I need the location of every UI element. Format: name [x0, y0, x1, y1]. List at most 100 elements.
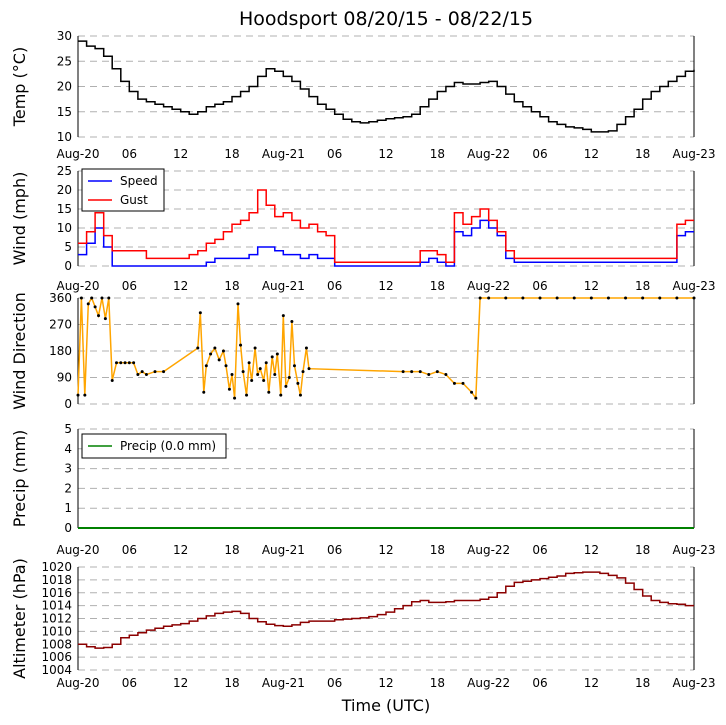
direction-point [196, 346, 200, 350]
temp-y-tick-label: 25 [57, 54, 72, 68]
direction-point [290, 320, 294, 324]
wind-direction-panel: 0 90 180 270 360 Wind Direction [10, 291, 696, 411]
wind-series-gust [78, 189, 694, 263]
direction-point [162, 370, 166, 374]
temp-x-tick-label: 12 [378, 147, 393, 161]
altimeter-x-tick-label: 18 [224, 676, 239, 690]
direction-point [444, 373, 448, 377]
precip-y-tick-label: 0 [64, 521, 72, 535]
direction-point [213, 346, 217, 350]
wind-y-tick-label: 10 [57, 221, 72, 235]
wind-x-tick-label: 12 [584, 279, 599, 293]
direction-y-axis-label: Wind Direction [10, 292, 29, 410]
direction-point [76, 393, 80, 397]
direction-point [217, 358, 221, 362]
temp-y-axis-label: Temp (°C) [10, 47, 29, 127]
wind-x-tick-label: 12 [378, 279, 393, 293]
direction-y-tick-label: 360 [49, 291, 72, 305]
direction-point [264, 361, 268, 365]
direction-point [675, 296, 679, 300]
direction-point [224, 364, 228, 368]
direction-point [136, 373, 140, 377]
wind-y-tick-label: 5 [64, 240, 72, 254]
direction-point [209, 352, 213, 356]
precip-y-tick-label: 3 [64, 462, 72, 476]
temp-series-temp [78, 40, 695, 133]
direction-point [100, 296, 104, 300]
direction-point [284, 384, 288, 388]
direction-point [624, 296, 628, 300]
wind-x-tick-label: 06 [122, 279, 137, 293]
wind-x-tick-label: 12 [173, 279, 188, 293]
direction-point [452, 381, 456, 385]
precip-legend-label: Precip (0.0 mm) [120, 439, 216, 453]
altimeter-y-tick-label: 1006 [41, 650, 72, 664]
direction-point [79, 296, 83, 300]
altimeter-y-axis-label: Altimeter (hPa) [10, 558, 29, 679]
wind-y-tick-label: 20 [57, 183, 72, 197]
temp-x-tick-label: 18 [224, 147, 239, 161]
precip-y-tick-label: 5 [64, 422, 72, 436]
altimeter-y-tick-label: 1018 [41, 573, 72, 587]
direction-point [115, 361, 118, 365]
precip-y-axis-label: Precip (mm) [10, 430, 29, 528]
precip-x-tick-label: 12 [584, 543, 599, 557]
direction-point [107, 296, 111, 300]
precip-y-tick-label: 4 [64, 442, 72, 456]
direction-point [230, 373, 234, 377]
direction-point [202, 390, 206, 394]
chart-title: Hoodsport 08/20/15 - 08/22/15 [239, 8, 533, 30]
temp-y-tick-label: 15 [57, 105, 72, 119]
direction-point [132, 361, 136, 365]
direction-point [279, 393, 283, 397]
direction-point [153, 370, 157, 374]
direction-point [103, 317, 107, 321]
direction-point [487, 296, 491, 300]
direction-point [144, 373, 148, 377]
precip-x-tick-label: 12 [173, 543, 188, 557]
direction-point [93, 305, 97, 309]
direction-point [307, 367, 311, 371]
direction-point [262, 378, 266, 382]
direction-point [97, 314, 101, 318]
precip-x-tick-label: 18 [430, 543, 445, 557]
altimeter-y-tick-label: 1020 [41, 560, 72, 574]
altimeter-y-tick-label: 1008 [41, 637, 72, 651]
temp-y-tick-label: 10 [57, 130, 72, 144]
altimeter-x-tick-label: 06 [532, 676, 547, 690]
altimeter-y-tick-label: 1012 [41, 612, 72, 626]
direction-point [110, 378, 114, 382]
direction-point [296, 381, 300, 385]
direction-point [273, 373, 277, 377]
direction-y-tick-label: 90 [57, 371, 72, 385]
direction-series-line [77, 296, 694, 401]
direction-point [256, 373, 260, 377]
direction-point [292, 364, 296, 368]
x-axis-label: Time (UTC) [341, 696, 430, 715]
precip-x-tick-label: 18 [224, 543, 239, 557]
altimeter-x-tick-label: 12 [378, 676, 393, 690]
temp-x-tick-label: 12 [173, 147, 188, 161]
direction-point [239, 343, 243, 347]
direction-point [589, 296, 593, 300]
wind-x-tick-label: 18 [224, 279, 239, 293]
direction-point [247, 361, 251, 365]
precip-x-tick-label: 06 [327, 543, 342, 557]
wind-legend-label: Speed [120, 174, 158, 188]
direction-point [119, 361, 123, 365]
wind-y-tick-label: 25 [57, 164, 72, 178]
direction-point [658, 296, 662, 300]
wind-x-tick-label: 06 [327, 279, 342, 293]
temp-panel: 10 15 20 25 30 Aug-20 06 12 18 Aug-21 06 12 18 Aug-22… [10, 29, 716, 161]
direction-point [270, 355, 274, 359]
wind-panel: 0 5 10 15 20 25 Aug-20 06 12 18 Aug-21 06 12 18 Aug-22… [10, 164, 716, 293]
temp-y-tick-label: 30 [57, 29, 72, 43]
altimeter-series-altimeter [78, 571, 694, 649]
direction-y-tick-label: 180 [49, 344, 72, 358]
direction-point [221, 349, 225, 353]
precip-x-tick-label: Aug-20 [56, 543, 99, 557]
direction-point [641, 296, 645, 300]
